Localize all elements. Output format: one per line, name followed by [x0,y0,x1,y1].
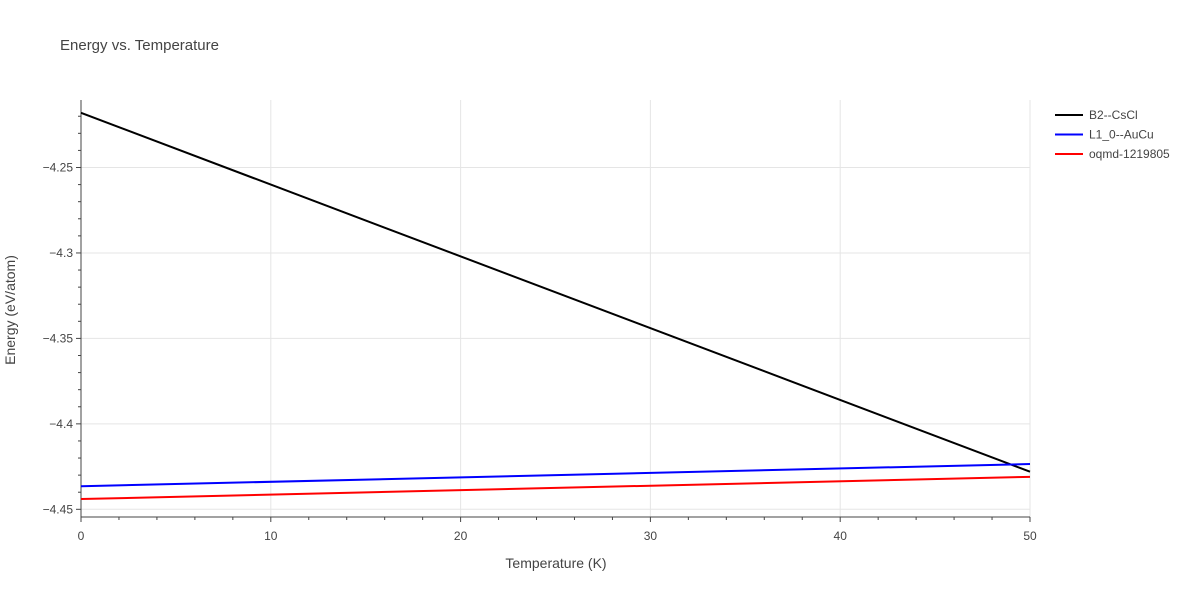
series-lines [80,111,1031,501]
series-line-2 [80,463,1031,488]
x-tick-label: 50 [1023,529,1037,543]
x-tick-labels: 0 10 20 30 40 50 [78,529,1037,543]
legend-label: L1_0--AuCu [1089,128,1154,142]
legend-label: B2--CsCl [1089,108,1138,122]
x-tick-label: 30 [644,529,658,543]
y-tick-label: −4.35 [43,331,74,345]
y-tick-label: −4.4 [49,417,73,431]
legend-label: oqmd-1219805 [1089,147,1170,161]
x-axis-title: Temperature (K) [505,555,606,571]
y-tick-labels: −4.25 −4.3 −4.35 −4.4 −4.45 [43,161,74,517]
y-tick-label: −4.45 [43,502,74,516]
x-tick-label: 0 [78,529,85,543]
x-gridlines [270,100,1031,517]
legend: B2--CsCl L1_0--AuCu oqmd-1219805 [1055,108,1170,161]
y-tick-label: −4.25 [43,161,74,175]
x-tick-label: 40 [834,529,848,543]
x-tick-label: 20 [454,529,468,543]
y-tick-label: −4.3 [49,246,73,260]
series-line-1 [80,111,1031,473]
series-line-3 [80,475,1031,501]
y-gridlines [81,167,1030,510]
chart-title: Energy vs. Temperature [60,37,219,54]
y-axis-title: Energy (eV/atom) [2,255,18,365]
axes [76,100,1031,522]
x-tick-label: 10 [264,529,278,543]
